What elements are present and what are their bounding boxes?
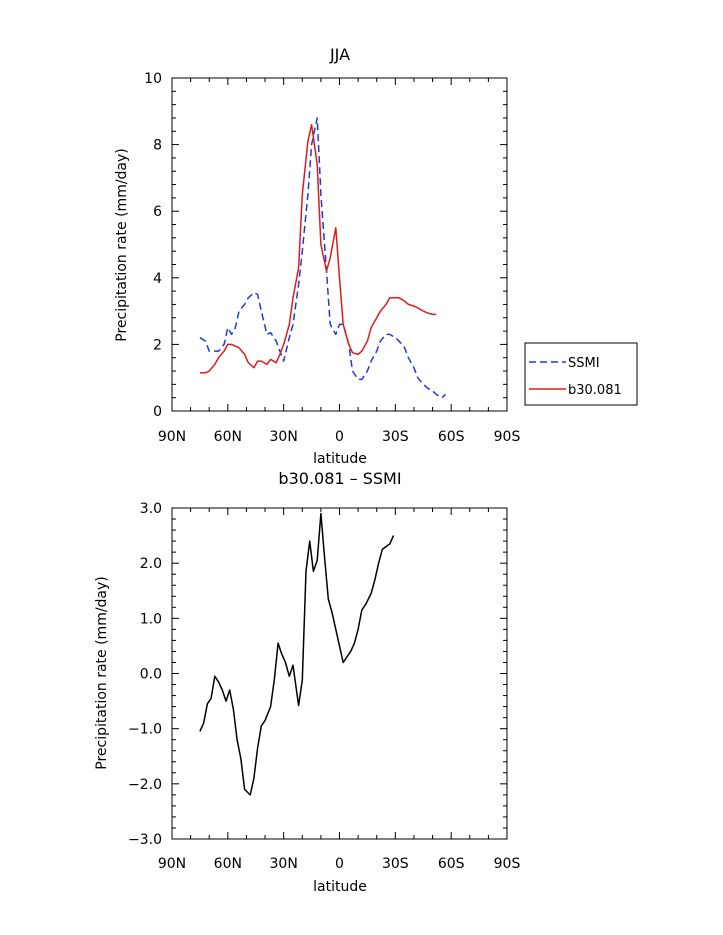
- legend-box: [524, 342, 638, 406]
- y-tick-label: 10: [144, 71, 162, 87]
- y-tick-label: 0: [153, 404, 162, 420]
- x-tick-label: 30S: [382, 856, 409, 872]
- y-tick-label: 1.0: [140, 611, 162, 627]
- x-tick-label: 90N: [158, 429, 186, 445]
- plot-frame: [171, 77, 508, 412]
- y-tick-label: 6: [153, 204, 162, 220]
- x-tick-labels: 90N 60N 30N 0 30S 60S 90S: [158, 429, 521, 445]
- series-lines: [199, 117, 447, 399]
- y-tick-label: −3.0: [128, 832, 162, 848]
- y-tick-labels: 0 2 4 6 8 10: [144, 71, 162, 420]
- series-line-difference: [199, 512, 395, 796]
- chart-jja: JJA 90N 60N 30N 0 30S 60S 90S 0 2 4 6 8 10 latitude…: [114, 45, 638, 467]
- x-tick-label: 90N: [158, 856, 186, 872]
- legend: SSMI b30.081: [524, 342, 638, 406]
- plot-frame: [171, 507, 508, 840]
- x-tick-label: 0: [335, 856, 344, 872]
- x-tick-label: 60N: [214, 856, 242, 872]
- y-tick-labels: −3.0 −2.0 −1.0 0.0 1.0 2.0 3.0: [128, 501, 162, 848]
- y-tick-label: 2: [153, 337, 162, 353]
- series-line-ssmi: [199, 117, 447, 399]
- x-tick-label: 60N: [214, 429, 242, 445]
- x-tick-labels: 90N 60N 30N 0 30S 60S 90S: [158, 856, 521, 872]
- y-tick-label: 8: [153, 138, 162, 154]
- y-tick-label: −1.0: [128, 722, 162, 738]
- x-tick-label: 90S: [494, 429, 521, 445]
- x-tick-label: 60S: [438, 856, 465, 872]
- y-tick-label: 0.0: [140, 667, 162, 683]
- y-axis-label: Precipitation rate (mm/day): [114, 148, 130, 342]
- series-line-b30-081: [199, 123, 437, 374]
- y-tick-label: 4: [153, 271, 162, 287]
- x-axis-label: latitude: [313, 879, 367, 895]
- x-tick-label: 30S: [382, 429, 409, 445]
- x-tick-label: 0: [335, 429, 344, 445]
- series-lines: [199, 512, 395, 796]
- x-tick-label: 30N: [270, 429, 298, 445]
- y-tick-label: 2.0: [140, 556, 162, 572]
- x-tick-label: 90S: [494, 856, 521, 872]
- x-tick-label: 30N: [270, 856, 298, 872]
- x-axis-label: latitude: [313, 451, 367, 467]
- axis-ticks: [171, 77, 508, 412]
- legend-label-ssmi: SSMI: [568, 356, 600, 371]
- chart-difference: b30.081 – SSMI 90N 60N 30N 0 30S 60S 90S −3.0−…: [94, 469, 520, 895]
- axis-ticks: [171, 507, 508, 840]
- legend-label-b30: b30.081: [568, 383, 622, 398]
- y-axis-label: Precipitation rate (mm/day): [94, 576, 110, 770]
- chart-title: JJA: [329, 45, 350, 64]
- y-tick-label: 3.0: [140, 501, 162, 517]
- x-tick-label: 60S: [438, 429, 465, 445]
- y-tick-label: −2.0: [128, 777, 162, 793]
- chart-title: b30.081 – SSMI: [278, 469, 401, 488]
